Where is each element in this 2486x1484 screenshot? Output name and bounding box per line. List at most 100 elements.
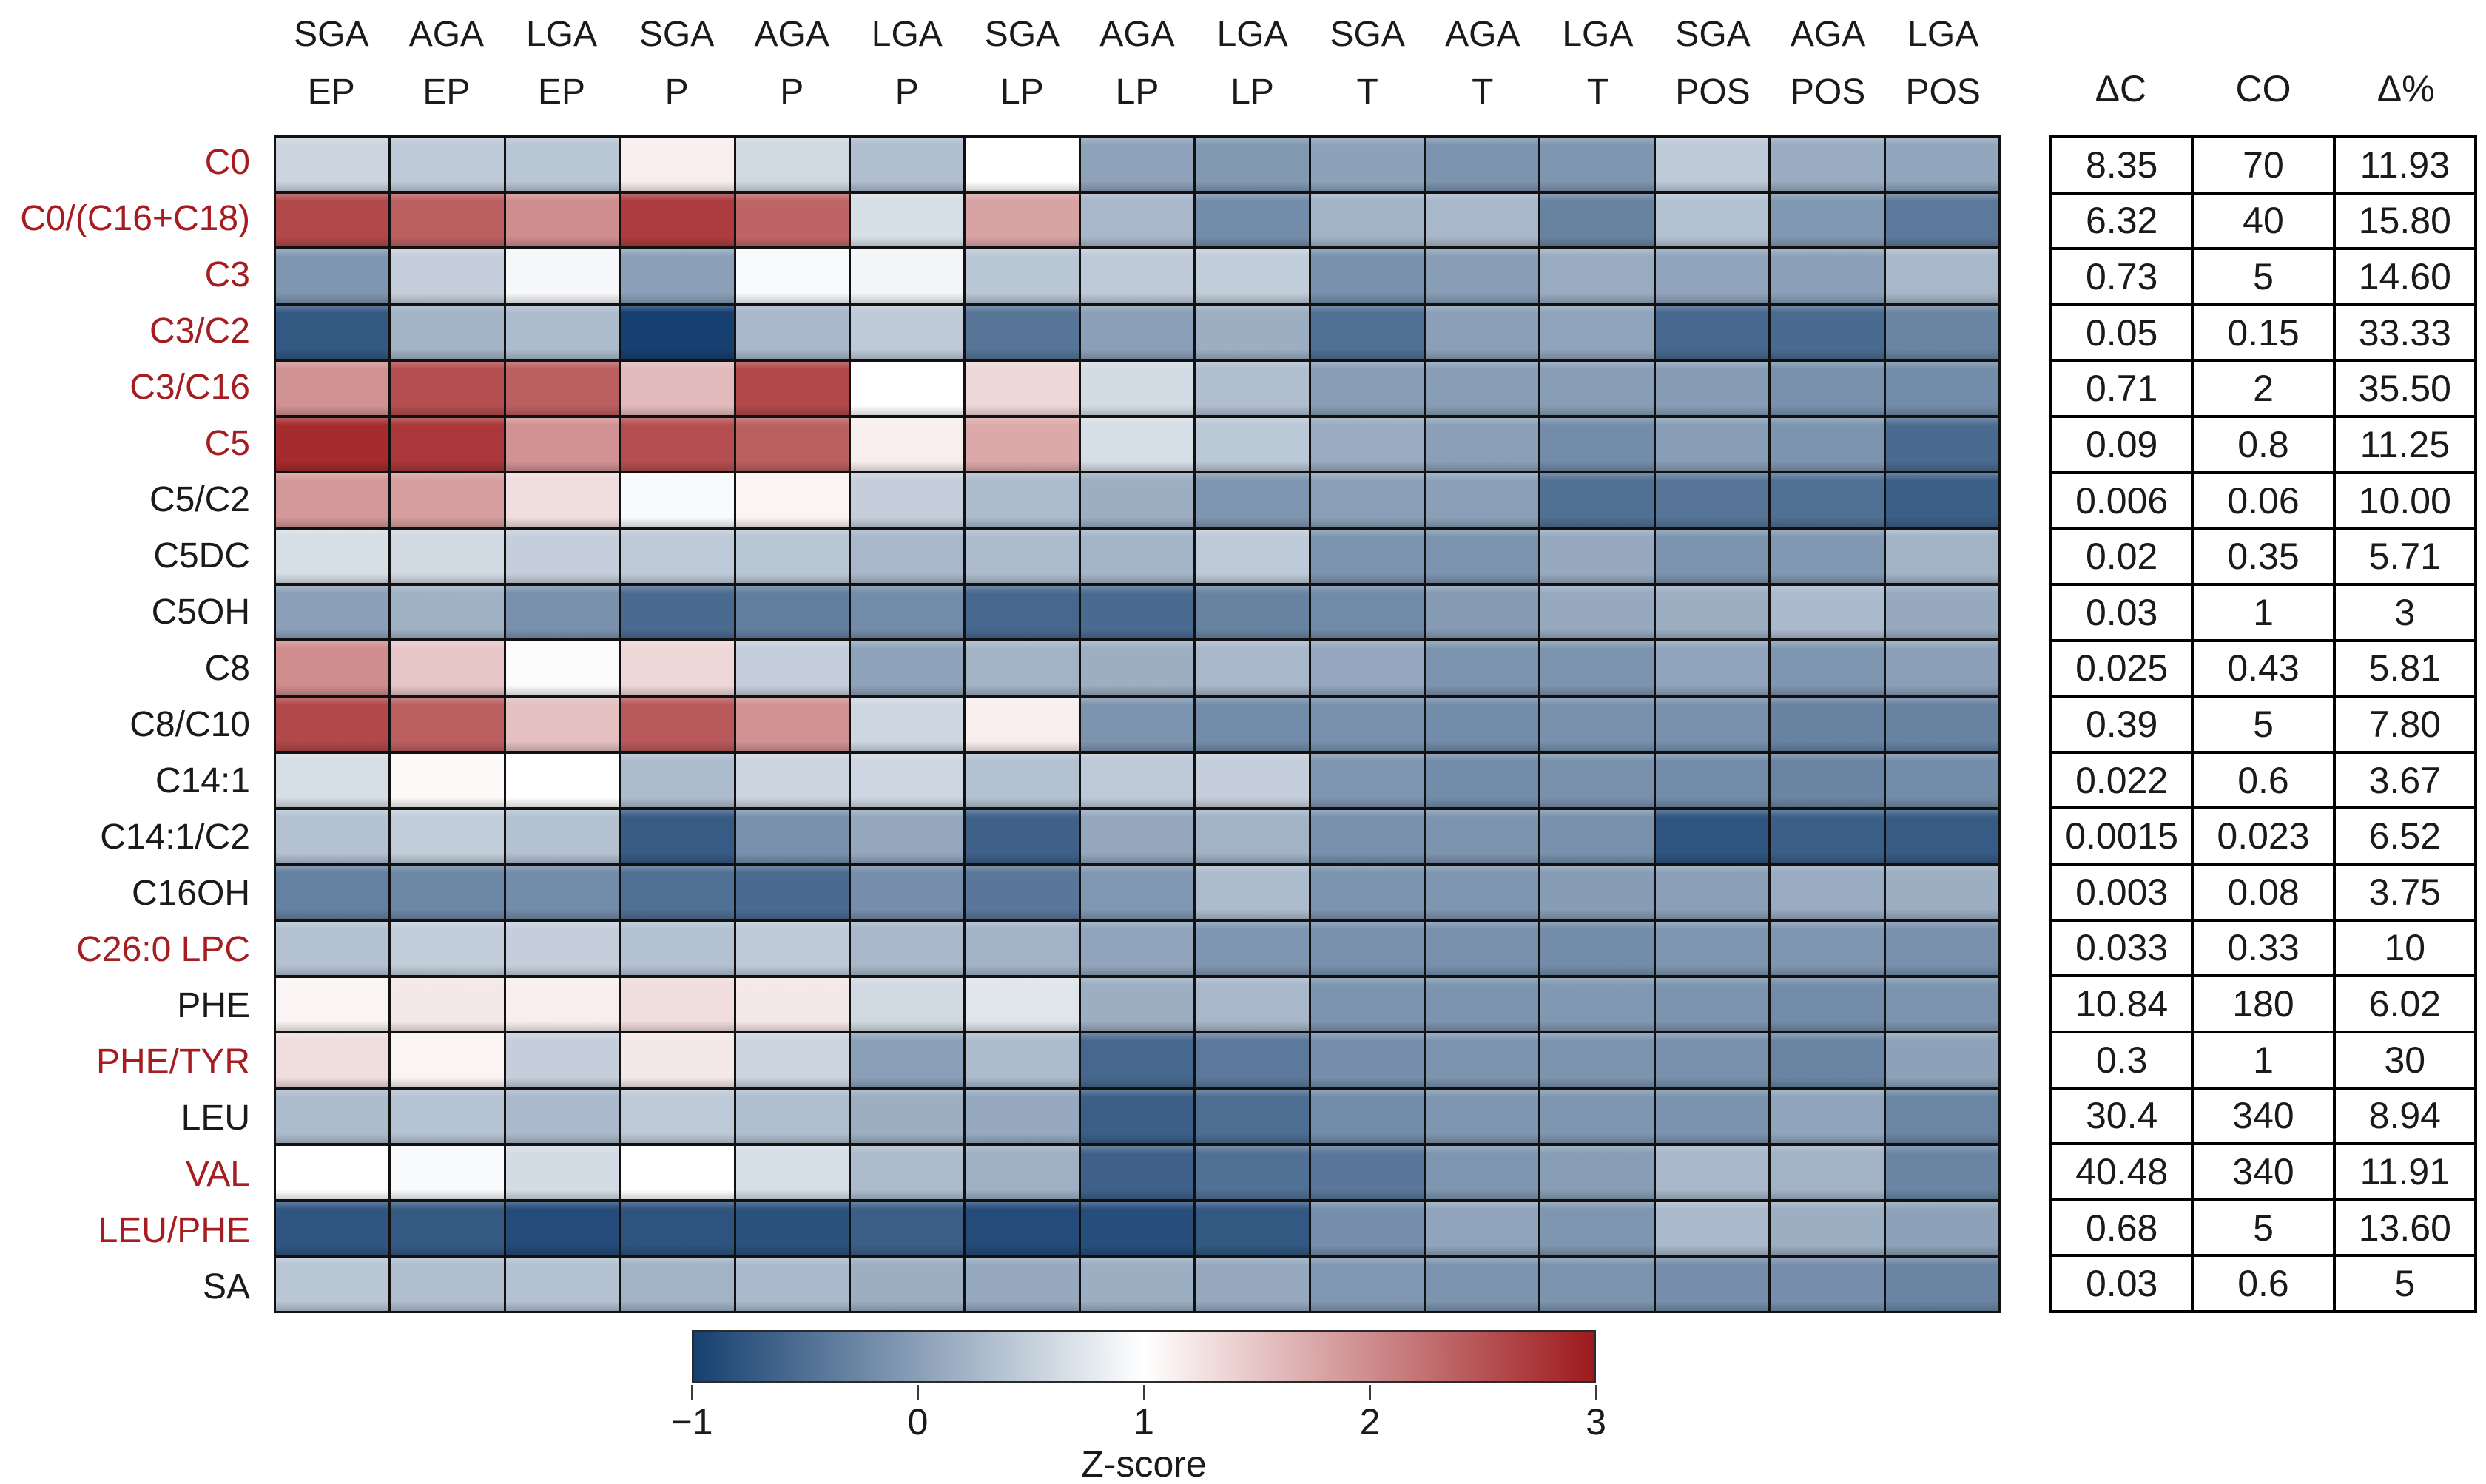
table-cell: 0.43	[2192, 640, 2334, 697]
heatmap-cell	[735, 1258, 849, 1311]
heatmap-cell	[505, 1033, 619, 1087]
table-cell: 0.022	[2051, 752, 2193, 809]
heatmap-cell	[1196, 585, 1309, 639]
heatmap-cell	[1885, 585, 1998, 639]
table-cell: 0.73	[2051, 249, 2193, 305]
heatmap-cell	[1425, 1201, 1539, 1255]
heatmap-cell	[391, 753, 504, 807]
row-label: C0	[204, 142, 250, 182]
heatmap-cell	[850, 922, 964, 975]
heatmap-cell	[1771, 698, 1884, 751]
column-header: AGA P	[734, 6, 849, 132]
heatmap-cell	[966, 1033, 1079, 1087]
row-labels: C0 C0/(C16+C18) C3 C3/C2 C3/C16 C5 C5/C2 C5DC C5…	[0, 135, 260, 1313]
heatmap-cell	[1196, 866, 1309, 919]
heatmap-cell	[1196, 753, 1309, 807]
heatmap-cell	[1080, 922, 1194, 975]
table-cell: 5	[2192, 696, 2334, 752]
heatmap-cell	[1425, 641, 1539, 695]
heatmap-cell	[1196, 361, 1309, 415]
colorbar	[692, 1330, 1596, 1383]
heatmap-cell	[391, 361, 504, 415]
heatmap-cell	[1425, 361, 1539, 415]
heatmap-cell	[621, 249, 734, 303]
heatmap-cell	[850, 977, 964, 1031]
column-group-label: AGA	[1099, 15, 1175, 54]
heatmap-cell	[505, 530, 619, 583]
heatmap-cell	[1540, 306, 1654, 359]
heatmap-cell	[1310, 1090, 1424, 1143]
heatmap-cell	[505, 1090, 619, 1143]
table-cell: 5	[2334, 1255, 2476, 1312]
heatmap-cell	[1885, 698, 1998, 751]
table-cell: 0.08	[2192, 864, 2334, 920]
heatmap-cell	[1771, 641, 1884, 695]
heatmap-cell	[1425, 1258, 1539, 1311]
row-label: C8	[204, 648, 250, 688]
column-header: AGA T	[1425, 6, 1540, 132]
heatmap-cell	[1080, 753, 1194, 807]
row-label: C5OH	[151, 592, 250, 632]
heatmap-cell	[1771, 193, 1884, 247]
heatmap-cell	[1540, 249, 1654, 303]
table-cell: 3.75	[2334, 864, 2476, 920]
table-cell: 340	[2192, 1087, 2334, 1144]
heatmap-cell	[1540, 1258, 1654, 1311]
heatmap-cell	[1655, 249, 1769, 303]
heatmap-cell	[850, 473, 964, 527]
heatmap-cell	[1655, 417, 1769, 471]
heatmap-cell	[1885, 977, 1998, 1031]
heatmap-cell	[1196, 417, 1309, 471]
heatmap-cell	[276, 417, 389, 471]
heatmap-cell	[966, 1145, 1079, 1199]
heatmap-cell	[1080, 306, 1194, 359]
heatmap-cell	[1885, 809, 1998, 863]
column-stage-label: P	[664, 72, 689, 112]
heatmap-cell	[1310, 1201, 1424, 1255]
heatmap-cell	[735, 361, 849, 415]
heatmap-cell	[1425, 193, 1539, 247]
heatmap-cell	[850, 809, 964, 863]
column-group-label: LGA	[871, 15, 943, 54]
heatmap-cell	[735, 753, 849, 807]
column-header: LGA P	[849, 6, 965, 132]
heatmap-cell	[1655, 1090, 1769, 1143]
heatmap-cell	[1655, 753, 1769, 807]
heatmap-cell	[391, 193, 504, 247]
heatmap-cell	[1771, 922, 1884, 975]
heatmap-cell	[735, 977, 849, 1031]
column-stage-label: T	[1472, 72, 1494, 112]
heatmap-cell	[276, 361, 389, 415]
heatmap-cell	[1885, 1145, 1998, 1199]
column-group-label: LGA	[1216, 15, 1288, 54]
heatmap-cell	[735, 1033, 849, 1087]
heatmap-cell	[1885, 473, 1998, 527]
heatmap-cell	[966, 1201, 1079, 1255]
heatmap-cell	[1540, 753, 1654, 807]
column-group-label: AGA	[1790, 15, 1866, 54]
heatmap-cell	[276, 1090, 389, 1143]
heatmap-cell	[276, 1201, 389, 1255]
heatmap-cell	[1425, 922, 1539, 975]
row-label: VAL	[185, 1154, 250, 1194]
table-cell: 11.91	[2334, 1144, 2476, 1200]
heatmap-cell	[276, 585, 389, 639]
heatmap-cell	[391, 922, 504, 975]
heatmap-cell	[1425, 138, 1539, 191]
heatmap-cell	[505, 698, 619, 751]
column-header: LGA LP	[1195, 6, 1310, 132]
heatmap-grid	[274, 135, 2001, 1313]
heatmap-cell	[1655, 922, 1769, 975]
heatmap-cell	[1540, 193, 1654, 247]
heatmap-cell	[505, 306, 619, 359]
heatmap-cell	[1655, 1145, 1769, 1199]
heatmap-cell	[391, 138, 504, 191]
heatmap-cell	[1080, 977, 1194, 1031]
heatmap-cell	[1655, 306, 1769, 359]
heatmap-cell	[966, 641, 1079, 695]
heatmap-cell	[391, 1033, 504, 1087]
heatmap-cell	[1196, 138, 1309, 191]
heatmap-cell	[1310, 530, 1424, 583]
heatmap-cell	[850, 361, 964, 415]
column-group-label: LGA	[1907, 15, 1979, 54]
